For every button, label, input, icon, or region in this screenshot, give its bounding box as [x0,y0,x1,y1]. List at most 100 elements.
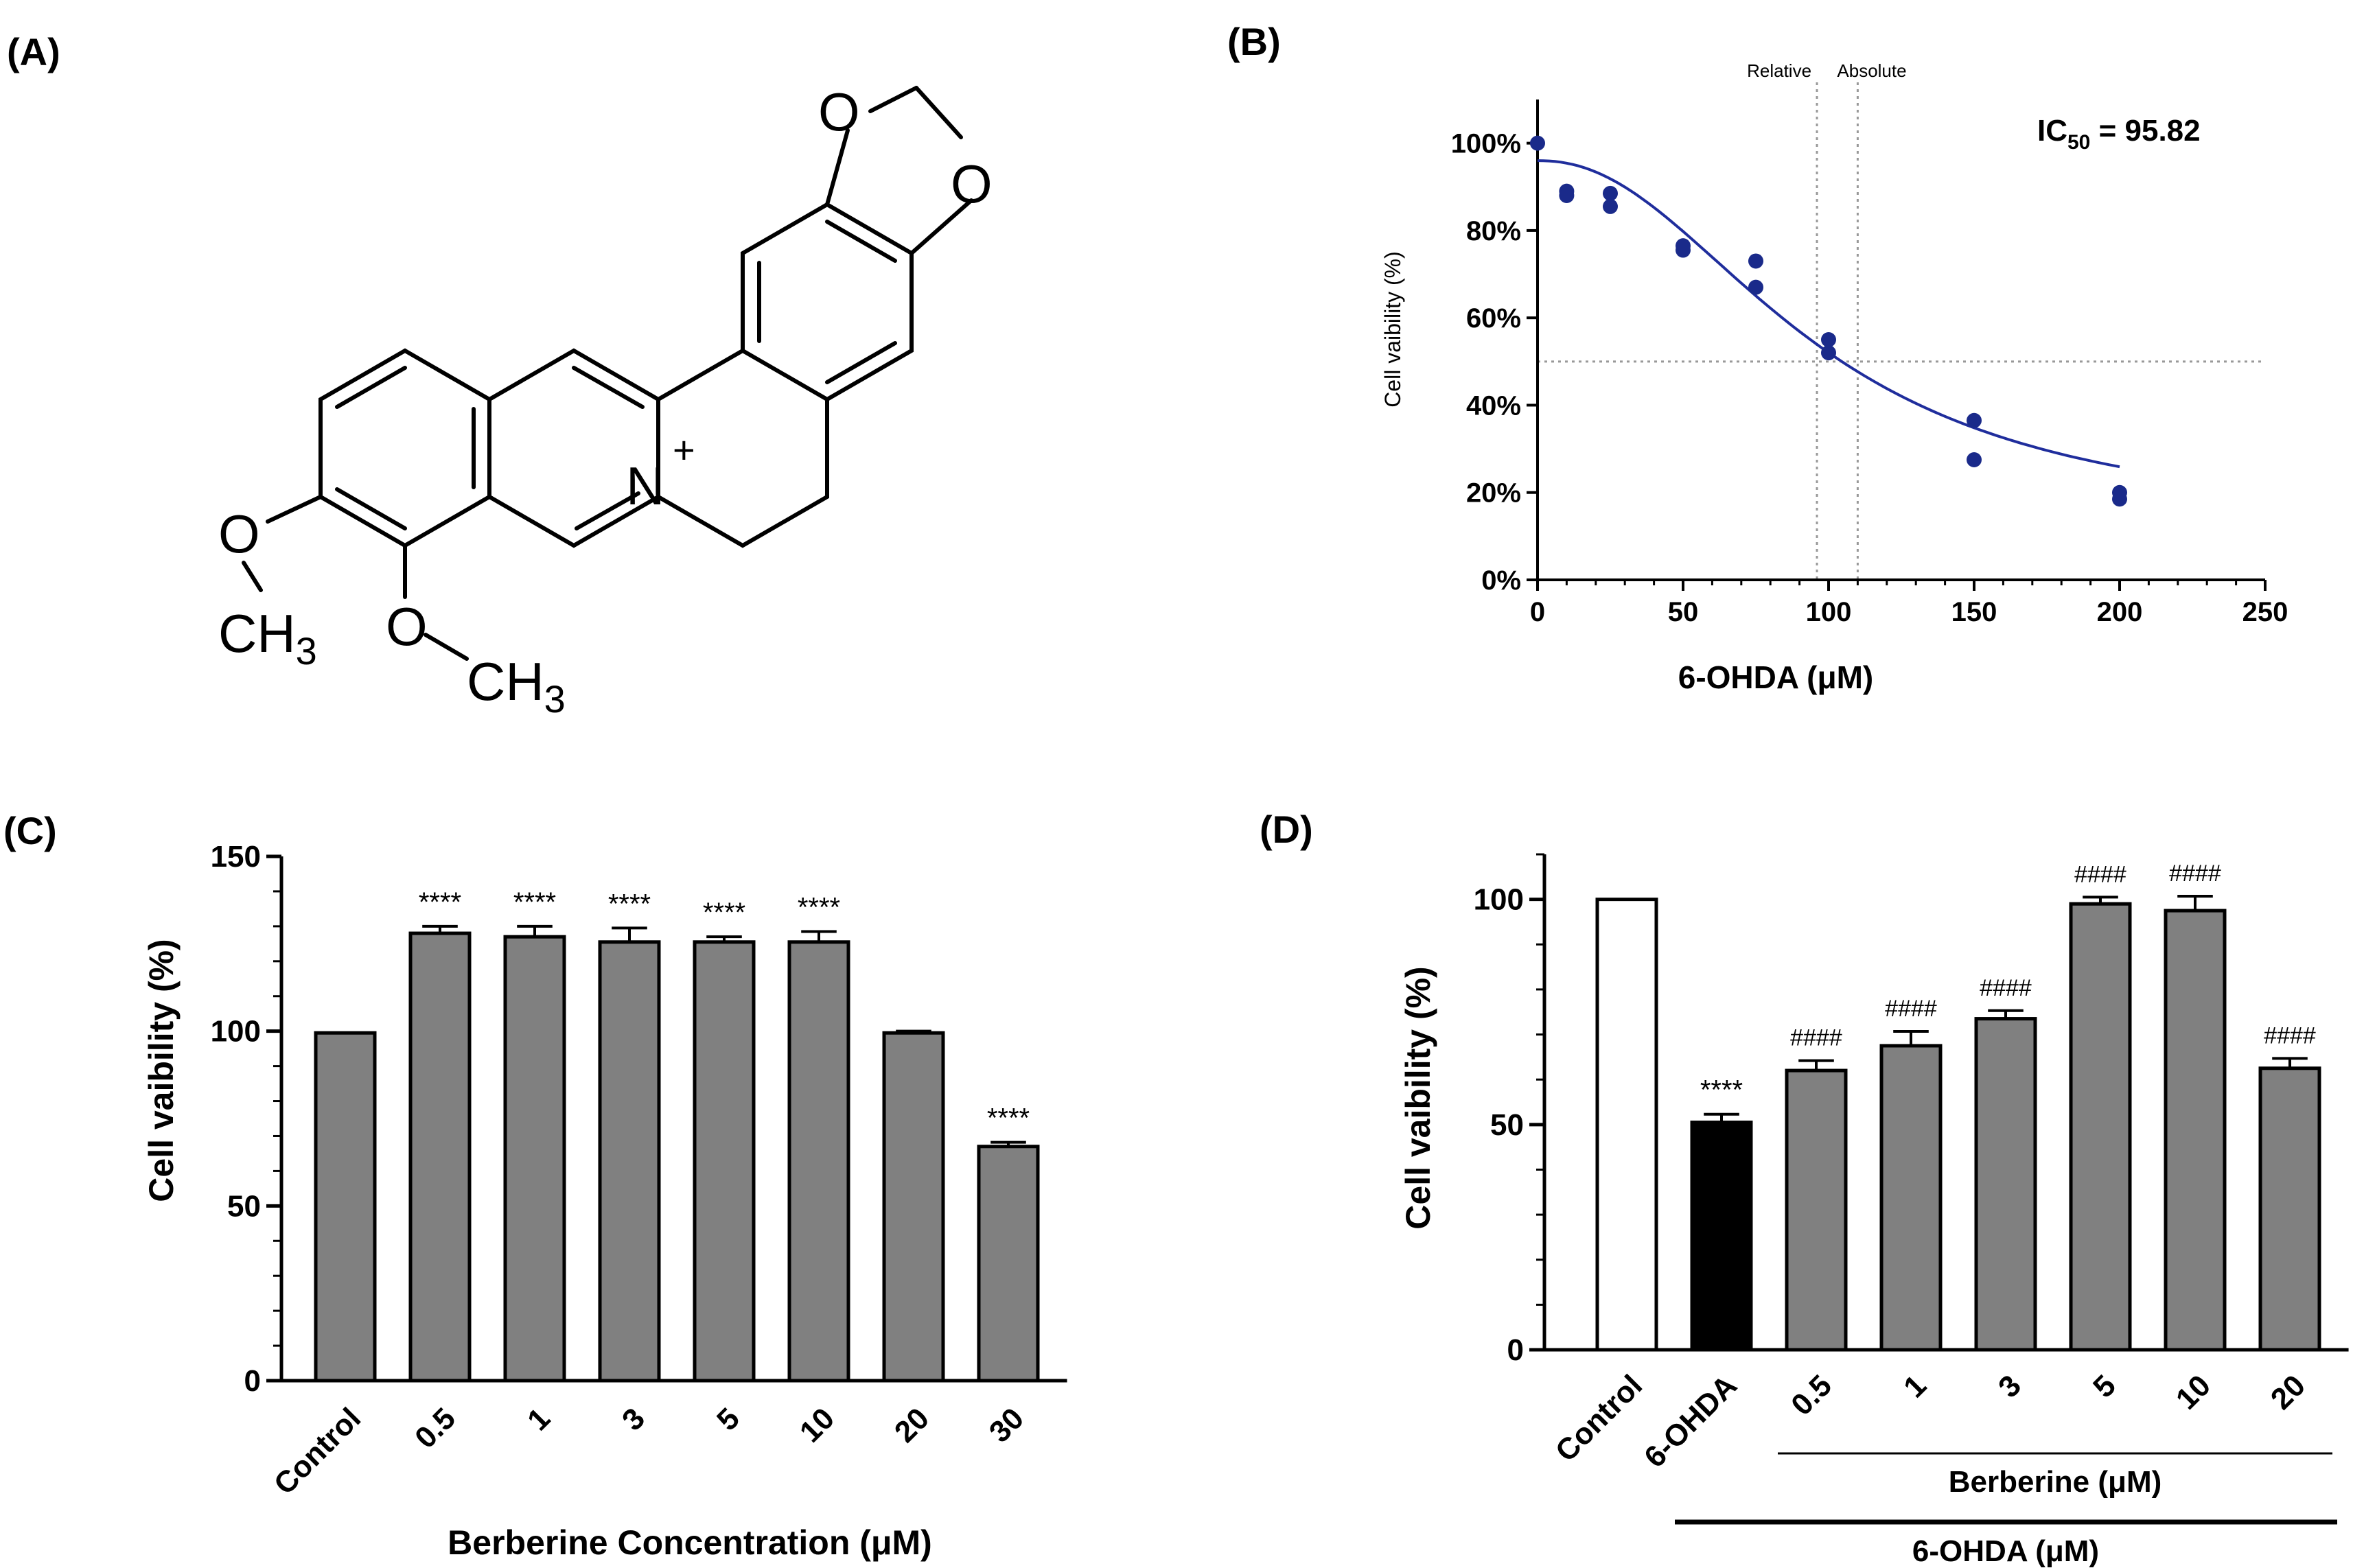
chart-b-x-tick-label: 150 [1951,597,1997,627]
chart-b-data-point [1603,185,1618,201]
chart-d-significance-label: **** [1700,1075,1743,1105]
berberine-group-label: Berberine (μM) [1949,1465,2162,1499]
chart-c-y-tick-label: 0 [244,1364,261,1398]
chart-d-significance-label: #### [2264,1022,2316,1049]
chart-d-category-label: Control [1549,1368,1649,1468]
chart-b-y-tick-label: 40% [1466,390,1521,421]
chart-c-category-label: 0.5 [408,1401,462,1455]
chart-b-y-tick-label: 60% [1466,303,1521,334]
chart-c-significance-label: **** [608,889,651,919]
chart-b-data-point [1603,198,1618,214]
chart-d-category-label: 5 [2087,1368,2122,1404]
chart-b: Cell vaibility (%) 6-OHDA (μM) IC50 = 95… [1380,60,2288,695]
atom-o-left: O [218,504,260,564]
chart-d-ylabel: Cell vaibility (%) [1399,966,1437,1229]
chart-d-category-label: 6-OHDA [1638,1368,1743,1474]
panel-label-c: (C) [3,809,57,852]
chart-d-significance-label: #### [2169,861,2221,887]
chart-b-x-tick-label: 0 [1530,597,1545,627]
chart-b-data-point [1821,345,1836,361]
chart-b-y-tick-label: 20% [1466,478,1521,508]
chart-d-bar [1595,898,1658,1352]
chart-c-bar [977,1145,1040,1383]
chart-d-y-tick-label: 0 [1507,1333,1524,1367]
chart-c-ylabel: Cell vaibility (%) [142,939,181,1202]
chart-c-category-label: 5 [710,1401,746,1437]
atom-o-bottom: O [386,596,428,657]
chart-b-x-tick-label: 200 [2097,597,2143,627]
chart-c-category-label: 10 [793,1401,841,1449]
chart-d-bar [2258,1066,2321,1352]
chart-b-data-point [1748,253,1763,269]
chart-b-y-tick-label: 100% [1451,129,1521,159]
chart-b-x-tick-label: 250 [2242,597,2288,627]
chart-c: Cell vaibility (%) Berberine Concentrati… [142,840,1067,1562]
atom-n: N [626,456,664,516]
chart-b-data-point [1967,452,1982,467]
chart-b-ylabel: Cell vaibility (%) [1380,251,1405,408]
chart-c-bar [882,1031,945,1383]
chart-d-category-label: 3 [1992,1368,2028,1404]
chart-c-category-label: 20 [888,1401,936,1449]
atom-o-right: O [951,154,993,214]
chart-b-fit-curve [1537,159,2120,469]
chart-c-category-label: 3 [616,1401,651,1437]
chart-d-significance-label: #### [2074,861,2126,887]
atom-ch3-bottom: CH3 [467,651,566,721]
chart-b-y-tick-label: 80% [1466,216,1521,246]
chart-c-category-label: 30 [983,1401,1030,1449]
chart-c-significance-label: **** [798,893,840,923]
chart-b-ref-label-relative: Relative [1747,60,1811,81]
chart-d-bar [1974,1017,2037,1352]
chart-c-bar [598,940,661,1383]
chart-d-bar [2164,909,2227,1352]
panel-label-b: (B) [1227,20,1281,63]
chart-b-data-point [1821,332,1836,347]
chart-c-significance-label: **** [419,887,461,917]
chart-d-bar [1785,1068,1848,1352]
chart-b-x-tick-label: 50 [1668,597,1699,627]
chart-c-bar [503,935,566,1383]
chart-b-data-point [1559,188,1575,203]
chart-b-data-point [1676,242,1691,258]
atom-o-top: O [818,82,860,142]
chart-c-bar [787,940,850,1383]
chart-b-data-point [1967,412,1982,428]
chart-c-significance-label: **** [703,898,745,928]
chart-d-category-label: 10 [2170,1368,2217,1416]
chart-c-bar [314,1031,377,1383]
atom-ch3-left: CH3 [218,603,317,672]
chart-b-data-point [2112,491,2127,507]
chart-b-ic50-annotation: IC50 = 95.82 [2037,114,2201,154]
chart-d-y-tick-label: 100 [1474,883,1524,917]
chart-d-significance-label: #### [1790,1025,1842,1051]
structure-atom-labels: O O N + O CH3 O CH3 [218,82,993,721]
chart-c-y-tick-label: 150 [211,840,261,874]
chart-d-bar [2069,902,2132,1352]
chart-d-bar [1690,1121,1753,1352]
chart-b-xlabel: 6-OHDA (μM) [1678,659,1874,695]
chart-d-bar [1879,1044,1943,1352]
chart-d-significance-label: #### [1980,975,2032,1001]
chart-b-y-tick-label: 0% [1481,565,1521,596]
chart-b-x-tick-label: 100 [1806,597,1852,627]
chart-c-y-tick-label: 50 [227,1189,261,1223]
chart-c-significance-label: **** [513,887,556,917]
chart-d-y-tick-label: 50 [1490,1108,1524,1142]
chart-c-y-tick-label: 100 [211,1015,261,1049]
chart-c-bar [693,940,756,1383]
panel-label-a: (A) [7,30,60,73]
chart-d-category-label: 1 [1897,1368,1933,1404]
ohda-group-label: 6-OHDA (μM) [1912,1534,2099,1568]
panel-label-d: (D) [1260,808,1313,851]
chart-b-ref-label-absolute: Absolute [1837,60,1906,81]
chart-c-category-label: Control [268,1401,367,1501]
chart-d-category-label: 20 [2264,1368,2312,1416]
chart-c-significance-label: **** [987,1103,1030,1134]
chart-d: Cell vaibility (%) Berberine (μM) 6-OHDA… [1399,853,2349,1568]
berberine-structure [242,86,973,661]
chart-c-bar [408,931,472,1383]
chart-d-category-label: 0.5 [1785,1368,1838,1422]
chart-d-significance-label: #### [1885,996,1937,1022]
